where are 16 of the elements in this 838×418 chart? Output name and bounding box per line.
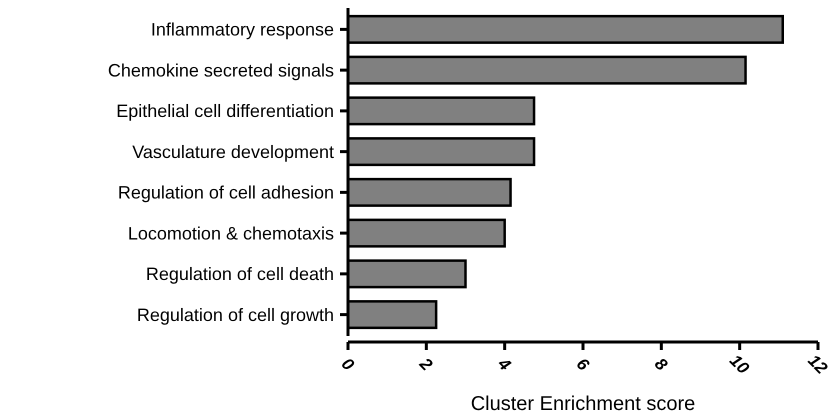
y-tick-label: Locomotion & chemotaxis bbox=[128, 223, 334, 244]
x-tick-label: 10 bbox=[726, 350, 754, 378]
x-tick-label: 8 bbox=[650, 354, 672, 375]
x-tick-label: 6 bbox=[572, 354, 594, 375]
y-tick-label: Regulation of cell adhesion bbox=[118, 182, 334, 203]
x-tick-label: 0 bbox=[338, 354, 358, 375]
y-tick-label: Chemokine secreted signals bbox=[108, 60, 334, 80]
y-tick-label: Regulation of cell growth bbox=[136, 304, 334, 325]
x-tick-label: 2 bbox=[415, 354, 436, 375]
y-tick-label: Epithelial cell differentiation bbox=[116, 101, 334, 122]
y-tick-label: Regulation of cell death bbox=[146, 264, 334, 284]
y-tick-label: Inflammatory response bbox=[150, 20, 334, 40]
y-tick-label: Vasculature development bbox=[132, 142, 334, 162]
x-tick-label: 4 bbox=[494, 354, 515, 375]
x-axis-title: Cluster Enrichment score bbox=[470, 393, 696, 415]
x-tick-label: 12 bbox=[804, 350, 832, 378]
